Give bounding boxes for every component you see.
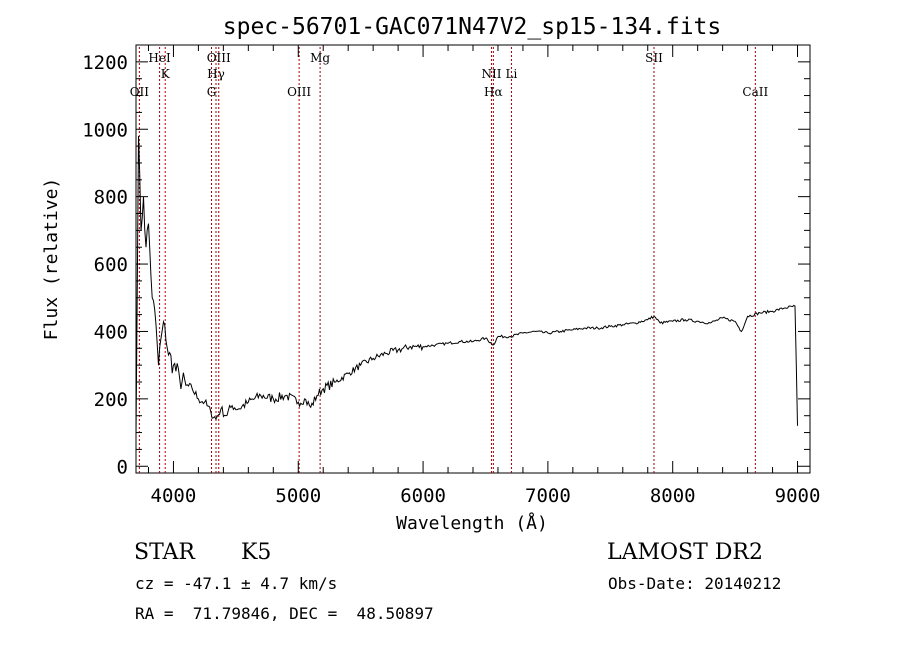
x-tick-label: 6000 xyxy=(400,485,446,507)
y-tick-label: 1200 xyxy=(82,52,128,74)
y-tick-label: 200 xyxy=(94,389,128,411)
line-marker-label: OIII xyxy=(207,51,231,65)
x-axis-ticks: 4000 5000 6000 7000 8000 9000 xyxy=(147,45,821,507)
line-marker-label: OIII xyxy=(287,85,311,99)
line-marker-label: Hα xyxy=(484,85,503,99)
spectrum-line xyxy=(135,135,798,436)
line-marker-label: Li xyxy=(506,67,518,81)
line-marker-label: CaII xyxy=(742,85,768,99)
x-tick-label: 9000 xyxy=(775,485,821,507)
line-marker-label: HeI xyxy=(148,51,171,65)
y-tick-label: 400 xyxy=(94,321,128,343)
object-class: STAR xyxy=(134,540,195,565)
y-tick-label: 0 xyxy=(117,456,128,478)
line-marker-label: K xyxy=(161,67,171,81)
survey-name: LAMOST DR2 xyxy=(607,540,763,565)
plot-frame xyxy=(135,44,811,474)
line-marker-label: Mg xyxy=(310,51,330,65)
chart-title: spec-56701-GAC071N47V2_sp15-134.fits xyxy=(223,14,722,40)
observation-date: Obs-Date: 20140212 xyxy=(608,574,782,593)
line-marker-label: NII xyxy=(481,67,501,81)
line-marker-label: OII xyxy=(130,85,150,99)
line-marker-label: Hγ xyxy=(207,67,225,81)
x-tick-label: 8000 xyxy=(650,485,696,507)
y-axis-label: Flux (relative) xyxy=(41,178,62,341)
line-marker-label: SII xyxy=(645,51,663,65)
y-axis-ticks: 0 200 400 600 800 1000 1200 xyxy=(82,52,810,478)
redshift-velocity: cz = -47.1 ± 4.7 km/s xyxy=(135,574,338,593)
line-marker-label: G xyxy=(207,85,217,99)
y-tick-label: 600 xyxy=(94,254,128,276)
object-subclass: K5 xyxy=(241,540,272,565)
x-tick-label: 4000 xyxy=(151,485,197,507)
x-axis-label: Wavelength (Å) xyxy=(396,512,548,534)
y-tick-label: 1000 xyxy=(82,119,128,141)
x-tick-label: 7000 xyxy=(525,485,571,507)
sky-coordinates: RA = 71.79846, DEC = 48.50897 xyxy=(135,604,434,623)
y-tick-label: 800 xyxy=(94,187,128,209)
x-tick-label: 5000 xyxy=(275,485,321,507)
